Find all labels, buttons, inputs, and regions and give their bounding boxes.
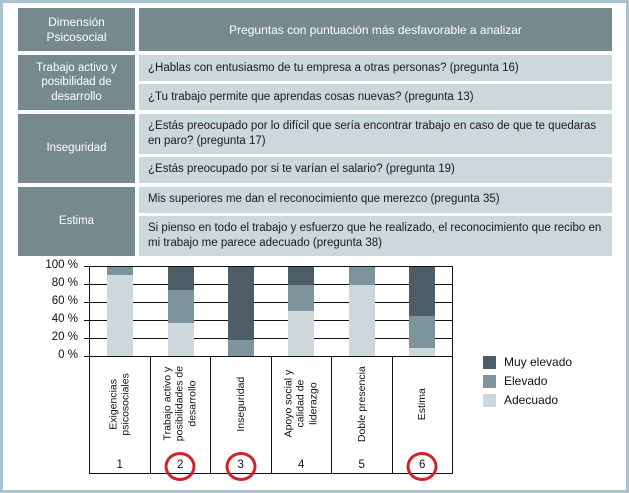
- category-label: Exigencias psicosociales: [107, 372, 132, 436]
- header-dimension-cell: Dimensión Psicosocial: [18, 8, 135, 51]
- question-cell: ¿Tu trabajo permite que aprendas cosas n…: [139, 84, 612, 110]
- stacked-bar: [107, 267, 134, 356]
- category-axis: Exigencias psicosociales 1 Trabajo activ…: [90, 357, 453, 481]
- y-tick-label: 40 %: [51, 313, 78, 325]
- category-cell: Exigencias psicosociales 1: [90, 357, 151, 474]
- dimension-cell: Inseguridad: [18, 114, 135, 183]
- red-circle-annotation: [164, 452, 196, 481]
- legend-item: Adecuado: [483, 393, 572, 407]
- question-cell: Mis superiores me dan el reconocimiento …: [139, 186, 612, 213]
- legend-label: Elevado: [504, 374, 548, 388]
- legend-label: Adecuado: [504, 393, 559, 407]
- bar-segment: [348, 267, 375, 285]
- stacked-bar: [227, 267, 254, 356]
- bar-segment: [107, 267, 134, 276]
- bar-segment: [408, 315, 435, 348]
- bar-segment: [408, 348, 435, 356]
- legend-label: Muy elevado: [504, 355, 573, 369]
- red-circle-annotation: [225, 452, 257, 481]
- stacked-bar-chart: Exigencias psicosociales 1 Trabajo activ…: [89, 266, 453, 481]
- table-group-inseguridad: Inseguridad ¿Estás preocupado por lo dif…: [18, 114, 612, 183]
- stacked-bar: [288, 267, 315, 356]
- stacked-bar: [167, 267, 194, 356]
- gridline: [90, 320, 452, 321]
- question-cell: ¿Estás preocupado por lo difícil que ser…: [139, 114, 612, 154]
- plot-area: [90, 267, 452, 357]
- psychosocial-table: Dimensión Psicosocial Preguntas con punt…: [18, 8, 612, 256]
- category-label: Trabajo activo y posibilidades de desarr…: [161, 366, 199, 442]
- category-number: 4: [298, 459, 305, 471]
- legend-item: Elevado: [483, 374, 572, 388]
- question-cell: ¿Estás preocupado por si te varían el sa…: [139, 156, 612, 183]
- chart-legend: Muy elevado Elevado Adecuado: [483, 355, 572, 412]
- stacked-bar: [348, 267, 375, 356]
- category-cell: Doble presencia 5: [332, 357, 393, 474]
- category-label: Doble presencia: [355, 366, 368, 442]
- bar-segment: [167, 290, 194, 324]
- red-circle-annotation: [406, 452, 438, 481]
- y-tick-label: 80 %: [51, 277, 78, 289]
- gridline: [90, 302, 452, 303]
- category-cell: Inseguridad 3: [211, 357, 272, 481]
- legend-swatch-adecuado: [483, 393, 496, 407]
- category-label: Apoyo social y calidad de liderazgo: [282, 370, 320, 438]
- dimension-cell: Trabajo activo y posibilidad de desarrol…: [18, 55, 135, 110]
- category-number: 5: [358, 459, 365, 471]
- y-tick-label: 0 %: [58, 349, 78, 361]
- category-cell: Trabajo activo y posibilidades de desarr…: [151, 357, 211, 481]
- category-number: 1: [116, 459, 123, 471]
- bar-segment: [288, 284, 315, 311]
- y-tick-label: 60 %: [51, 295, 78, 307]
- table-group-trabajo-activo: Trabajo activo y posibilidad de desarrol…: [18, 55, 612, 110]
- table-header-row: Dimensión Psicosocial Preguntas con punt…: [18, 8, 612, 51]
- category-cell: Estima 6: [393, 357, 453, 481]
- category-cell: Apoyo social y calidad de liderazgo 4: [272, 357, 332, 474]
- bar-segment: [348, 284, 375, 356]
- y-axis-tick-marks: [84, 266, 89, 357]
- gridline: [90, 338, 452, 339]
- y-tick-label: 100 %: [45, 259, 78, 271]
- table-group-estima: Estima Mis superiores me dan el reconoci…: [18, 186, 612, 256]
- legend-swatch-elevado: [483, 374, 496, 388]
- question-cell: ¿Hablas con entusiasmo de tu empresa a o…: [139, 55, 612, 81]
- dimension-cell: Estima: [18, 186, 135, 256]
- bar-segment: [408, 267, 435, 316]
- bar-segment: [288, 267, 315, 285]
- category-label: Inseguridad: [234, 376, 247, 432]
- gridline: [90, 284, 452, 285]
- header-questions-cell: Preguntas con puntuación más desfavorabl…: [139, 8, 612, 51]
- stacked-bar: [408, 267, 435, 356]
- category-label: Estima: [416, 387, 429, 421]
- legend-swatch-muy-elevado: [483, 355, 496, 369]
- bar-segment: [288, 310, 315, 356]
- bar-segment: [227, 339, 254, 356]
- bar-segment: [167, 267, 194, 291]
- legend-item: Muy elevado: [483, 355, 572, 369]
- bar-segment: [167, 323, 194, 356]
- y-tick-label: 20 %: [51, 331, 78, 343]
- bar-segment: [227, 267, 254, 340]
- question-cell: Si pienso en todo el trabajo y esfuerzo …: [139, 215, 612, 256]
- bar-segment: [107, 275, 134, 356]
